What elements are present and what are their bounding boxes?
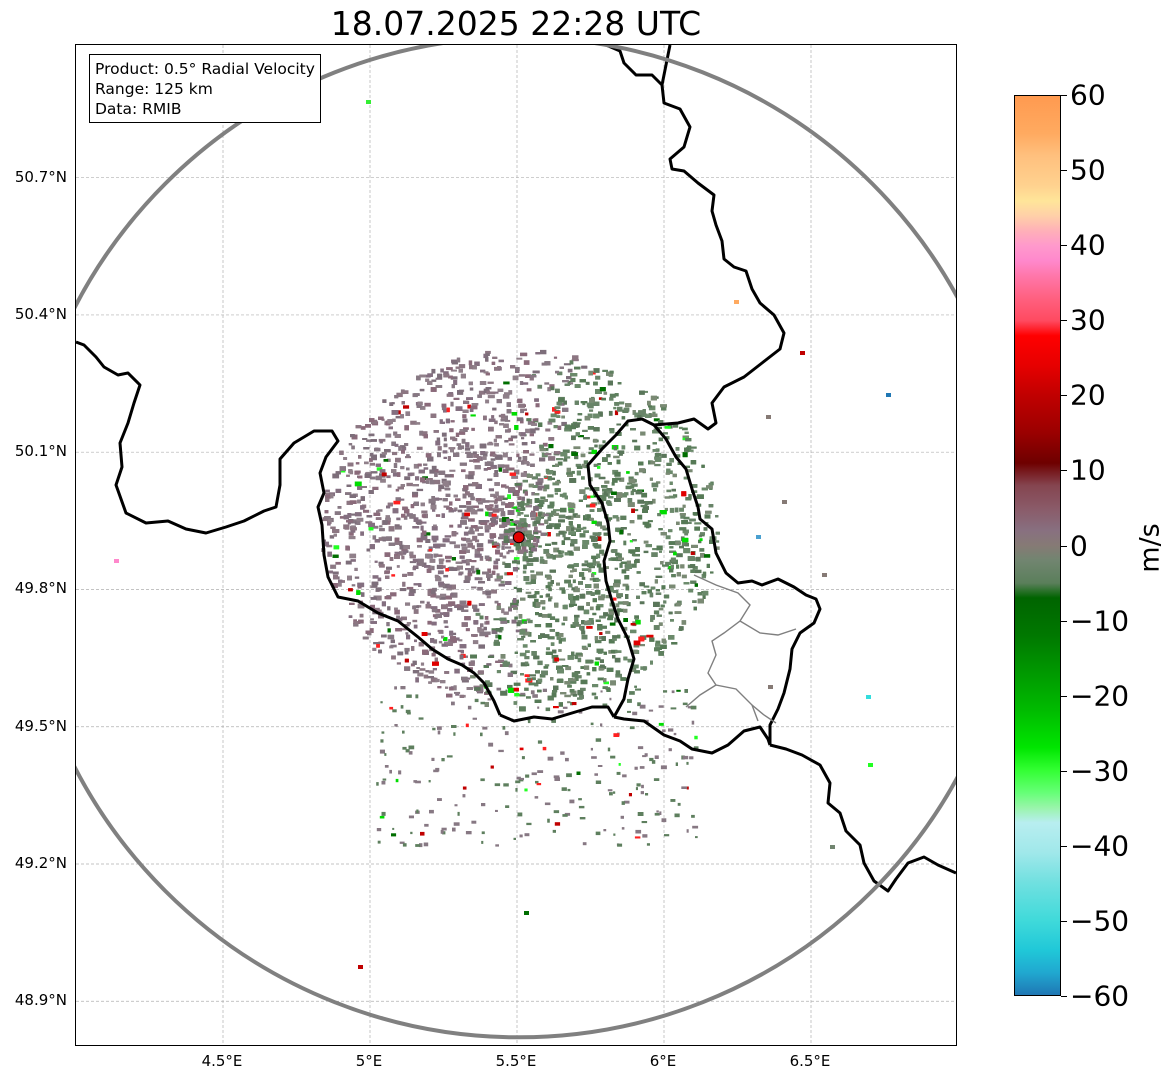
colorbar-tick-label: −30	[1070, 754, 1130, 788]
colorbar-tickmark	[1061, 770, 1067, 772]
colorbar-tickmark	[1061, 620, 1067, 622]
lon-tick-label: 6°E	[649, 1052, 677, 1070]
border-luxembourg-west	[586, 417, 655, 718]
lat-tick-label: 50.4°N	[14, 304, 67, 323]
radar-map	[76, 45, 956, 1045]
colorbar-tick-label: −10	[1070, 604, 1130, 638]
border-belgium-north	[660, 45, 672, 86]
info-data-source: Data: RMIB	[95, 100, 182, 118]
colorbar-tick-label: −60	[1070, 979, 1130, 1013]
border-belgium-luxembourg	[499, 705, 616, 723]
radar-site-marker	[512, 531, 525, 544]
colorbar-tick-label: 60	[1070, 78, 1106, 112]
lon-tick-label: 5°E	[355, 1052, 383, 1070]
colorbar-tickmark	[1061, 470, 1067, 472]
velocity-echoes	[114, 100, 891, 969]
colorbar-tickmark	[1061, 545, 1067, 547]
lon-tick-label: 6.5°E	[789, 1052, 831, 1070]
colorbar-tick-label: 30	[1070, 303, 1106, 337]
colorbar-tickmark	[1061, 920, 1067, 922]
colorbar-tick-label: −40	[1070, 829, 1130, 863]
lat-tick-label: 49.8°N	[14, 579, 67, 598]
colorbar-tickmark	[1061, 95, 1067, 96]
colorbar-tickmark	[1061, 695, 1067, 697]
lon-tick-label: 4.5°E	[201, 1052, 243, 1070]
colorbar-tick-label: 50	[1070, 153, 1106, 187]
colorbar-tickmark	[1061, 996, 1067, 997]
colorbar-tick-label: 20	[1070, 378, 1106, 412]
colorbar-tickmark	[1061, 845, 1067, 847]
colorbar-label: m/s	[1134, 523, 1166, 573]
border-belgium-germany	[605, 45, 786, 431]
product-info-box: Product: 0.5° Radial Velocity Range: 125…	[89, 54, 321, 123]
colorbar	[1014, 95, 1061, 996]
border-belgium-france	[76, 340, 502, 716]
colorbar-tick-label: 0	[1070, 529, 1088, 562]
colorbar-tick-label: −50	[1070, 904, 1130, 938]
radar-map-panel	[75, 44, 957, 1046]
border-luxembourg-france	[613, 715, 772, 755]
country-borders	[76, 45, 956, 893]
lat-tick-label: 50.1°N	[14, 442, 67, 461]
lon-tick-label: 5.5°E	[495, 1052, 537, 1070]
colorbar-tick-label: −20	[1070, 679, 1130, 713]
border-france-germany	[769, 743, 956, 893]
colorbar-tick-label: 40	[1070, 228, 1106, 262]
colorbar-tickmark	[1061, 245, 1067, 247]
lat-tick-label: 49.2°N	[14, 853, 67, 872]
range-ring	[76, 45, 956, 1040]
german-state-borders	[685, 574, 797, 724]
colorbar-tickmark	[1061, 320, 1067, 322]
lat-tick-label: 50.7°N	[14, 167, 67, 186]
info-range: Range: 125 km	[95, 80, 213, 98]
colorbar-tickmark	[1061, 395, 1067, 397]
border-luxembourg-east	[652, 424, 822, 745]
info-product: Product: 0.5° Radial Velocity	[95, 60, 315, 78]
colorbar-tickmark	[1061, 170, 1067, 172]
map-title: 18.07.2025 22:28 UTC	[330, 4, 702, 43]
lat-tick-label: 48.9°N	[14, 991, 67, 1010]
colorbar-tick-label: 10	[1070, 453, 1106, 487]
lat-tick-label: 49.5°N	[14, 716, 67, 735]
